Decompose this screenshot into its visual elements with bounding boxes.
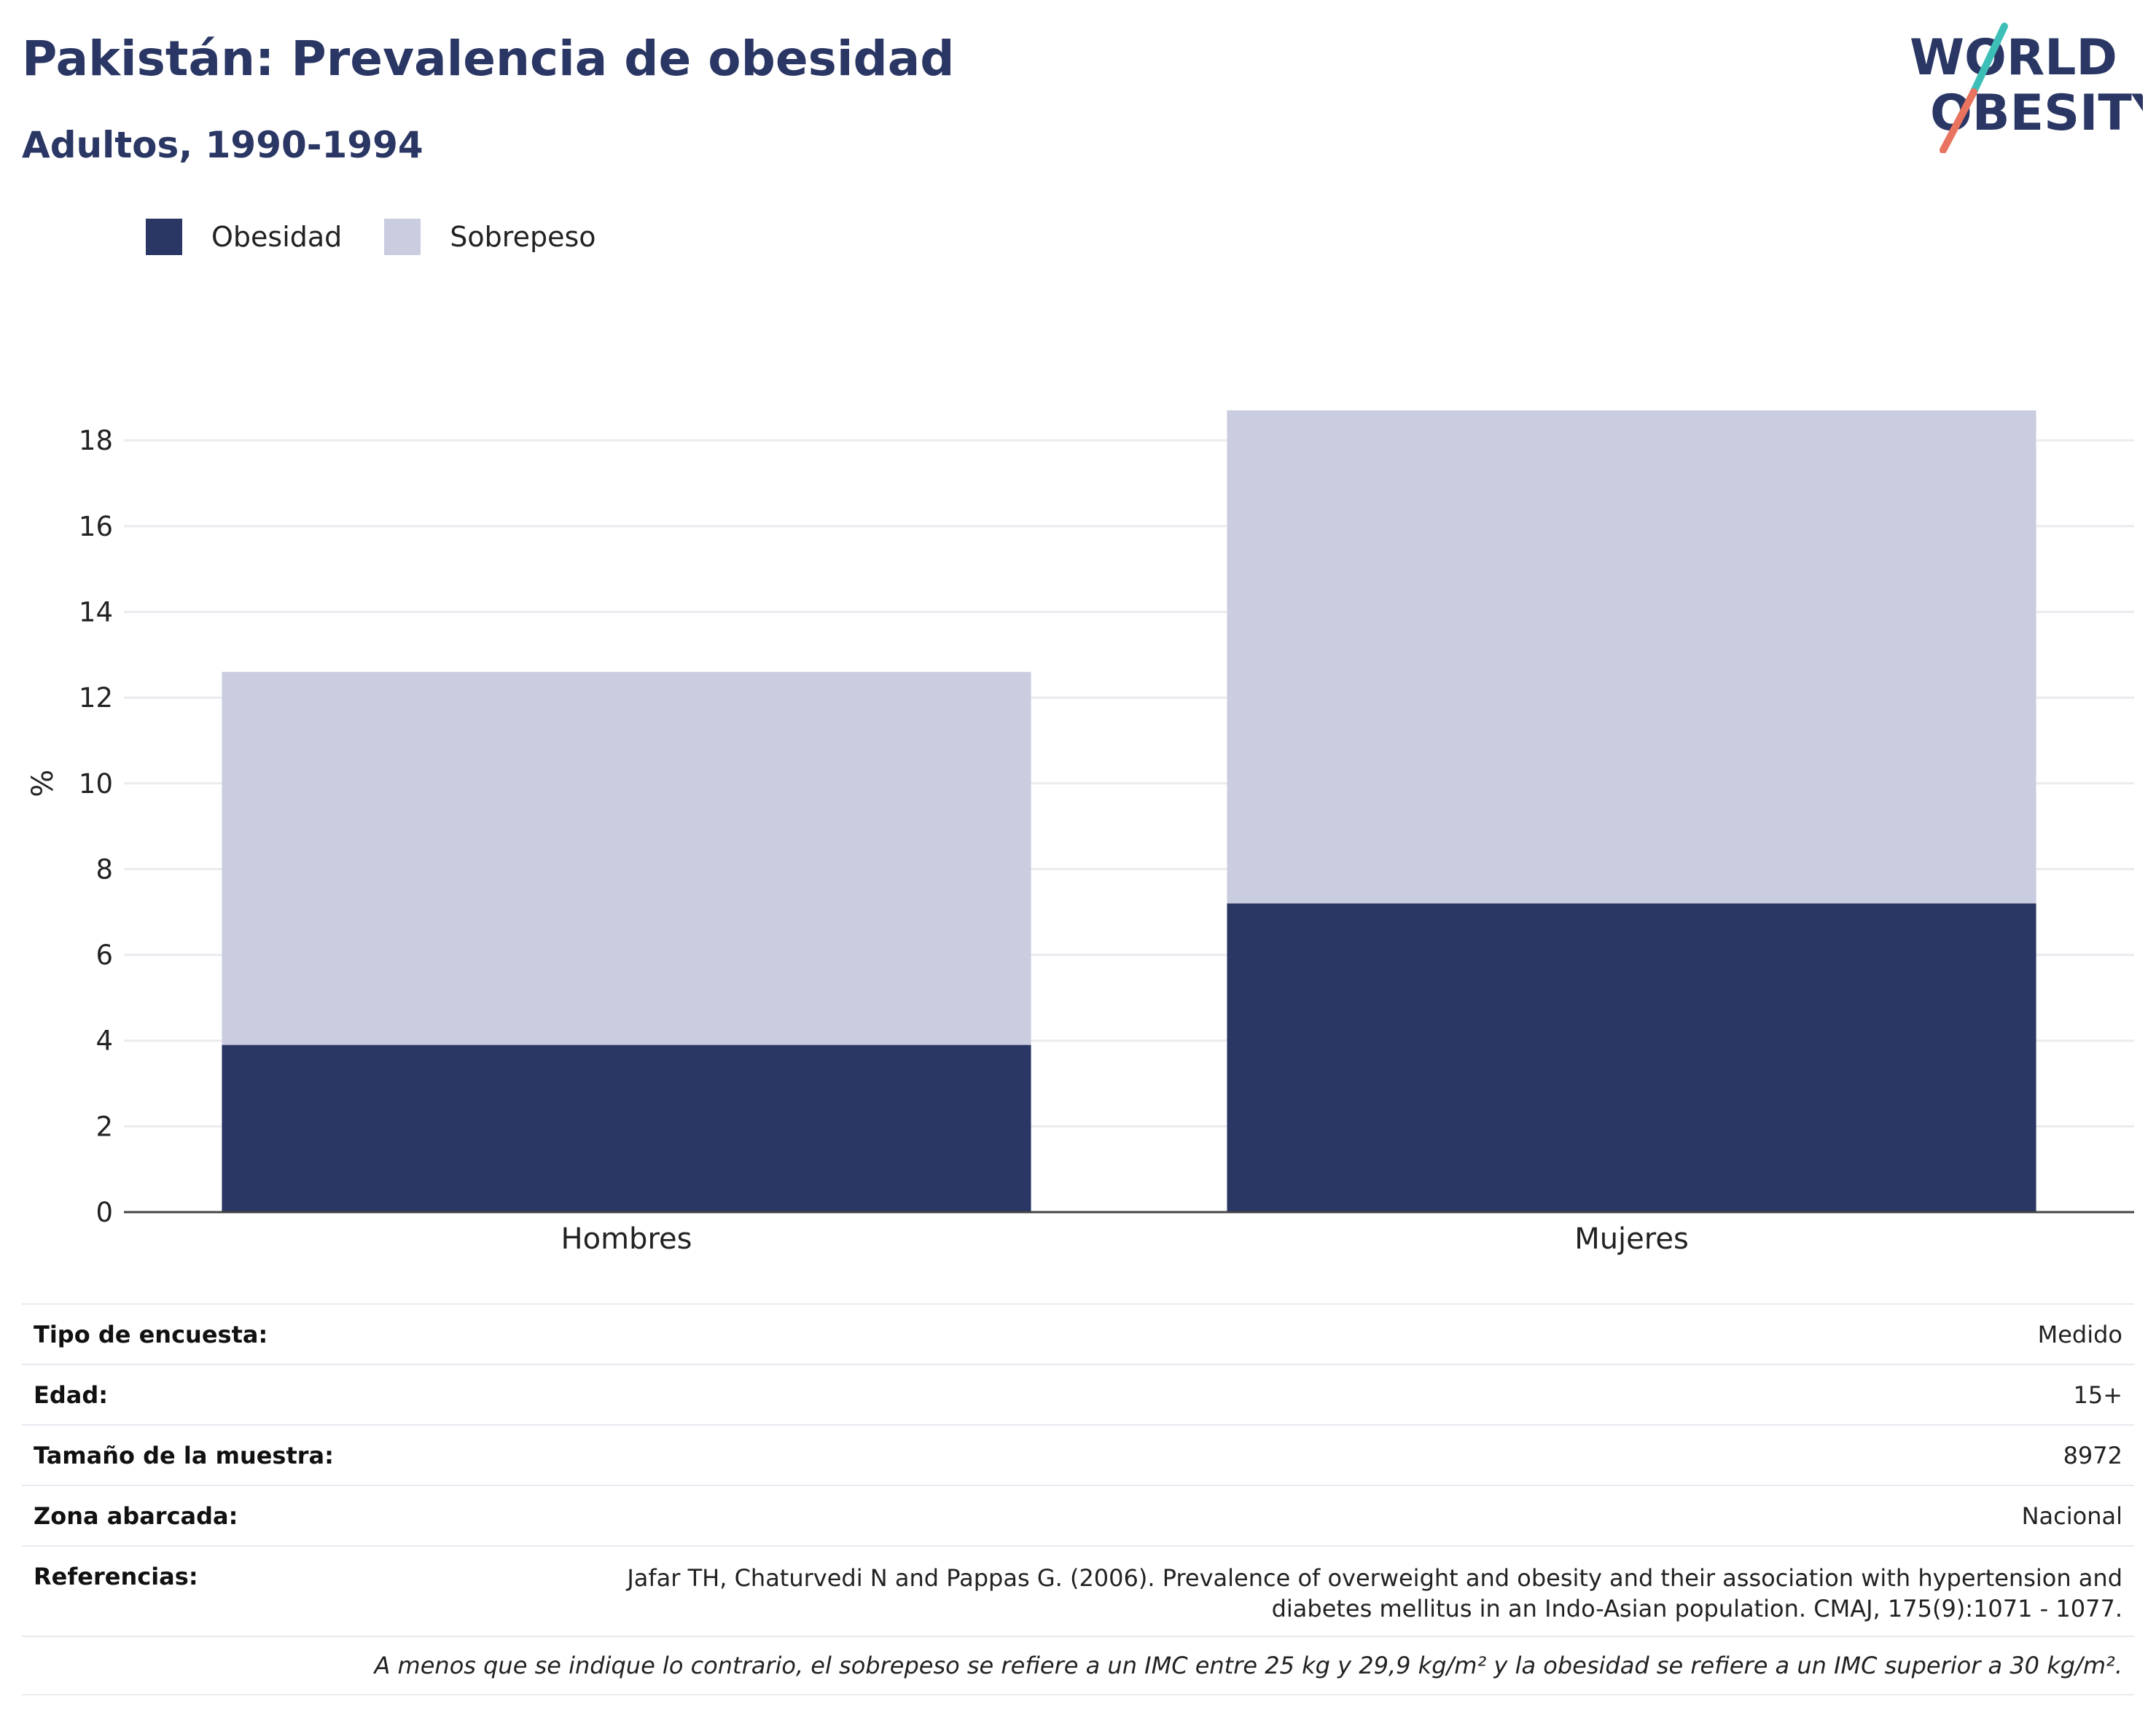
legend-label-obesidad: Obesidad <box>211 221 343 253</box>
y-tick-label: 2 <box>95 1111 113 1142</box>
y-tick-label: 10 <box>79 768 113 800</box>
legend-swatch-obesidad <box>146 219 182 255</box>
y-tick-label: 8 <box>95 854 113 885</box>
y-tick-label: 12 <box>79 682 113 714</box>
references-value: Jafar TH, Chaturvedi N and Pappas G. (20… <box>627 1563 2122 1624</box>
stacked-bar-chart: 0 2 4 6 8 10 12 14 16 18% Hombres Mujeres <box>26 410 2134 1256</box>
x-tick-label: Hombres <box>561 1222 692 1256</box>
y-tick-label: 6 <box>95 940 113 971</box>
logo-slash-bottom <box>1940 88 1977 153</box>
legend-item-obesidad[interactable]: Obesidad <box>146 219 342 255</box>
page-title: Pakistán: Prevalencia de obesidad <box>22 31 955 87</box>
info-value: Medido <box>2037 1320 2122 1348</box>
info-label: Zona abarcada: <box>34 1501 238 1530</box>
world-obesity-logo: WORLD OBESITY <box>1910 23 2143 153</box>
logo-text-world: WORLD <box>1910 29 2117 87</box>
info-value: 8972 <box>2063 1441 2122 1469</box>
references-line-2: diabetes mellitus in an Indo-Asian popul… <box>1271 1595 2122 1622</box>
legend-label-sobrepeso: Sobrepeso <box>450 221 596 253</box>
bar-sobrepeso-mujeres <box>1227 410 2036 904</box>
logo-slash-top <box>1969 23 2008 98</box>
bar-obesidad-hombres <box>222 1044 1031 1212</box>
chart-legend: Obesidad Sobrepeso <box>146 219 638 255</box>
info-value: Nacional <box>2021 1501 2122 1530</box>
bar-obesidad-mujeres <box>1227 903 2036 1212</box>
info-row-age: Edad: 15+ <box>22 1364 2134 1424</box>
y-tick-label: 14 <box>79 596 113 628</box>
y-axis-label: % <box>26 770 60 797</box>
bmi-footnote: A menos que se indique lo contrario, el … <box>374 1652 2122 1679</box>
legend-swatch-sobrepeso <box>384 219 421 255</box>
y-tick-label: 18 <box>79 425 113 456</box>
info-label: Tipo de encuesta: <box>34 1320 268 1348</box>
bar-sobrepeso-hombres <box>222 671 1031 1045</box>
info-row-references: Referencias: Jafar TH, Chaturvedi N and … <box>22 1545 2134 1636</box>
footnote-row: A menos que se indique lo contrario, el … <box>22 1636 2134 1695</box>
info-row-sample-size: Tamaño de la muestra: 8972 <box>22 1424 2134 1485</box>
info-row-survey-type: Tipo de encuesta: Medido <box>22 1303 2134 1364</box>
info-row-area: Zona abarcada: Nacional <box>22 1485 2134 1545</box>
survey-info-table: Tipo de encuesta: Medido Edad: 15+ Tamañ… <box>22 1303 2134 1695</box>
y-tick-label: 0 <box>95 1197 113 1228</box>
info-label: Edad: <box>34 1380 109 1409</box>
legend-item-sobrepeso[interactable]: Sobrepeso <box>384 219 596 255</box>
references-line-1: Jafar TH, Chaturvedi N and Pappas G. (20… <box>627 1564 2122 1592</box>
info-label: Referencias: <box>34 1563 198 1590</box>
y-tick-label: 16 <box>79 511 113 542</box>
info-value: 15+ <box>2073 1380 2122 1409</box>
y-tick-label: 4 <box>95 1026 113 1057</box>
info-label: Tamaño de la muestra: <box>34 1441 334 1469</box>
page-subtitle: Adultos, 1990-1994 <box>22 124 423 166</box>
x-tick-label: Mujeres <box>1574 1222 1689 1256</box>
